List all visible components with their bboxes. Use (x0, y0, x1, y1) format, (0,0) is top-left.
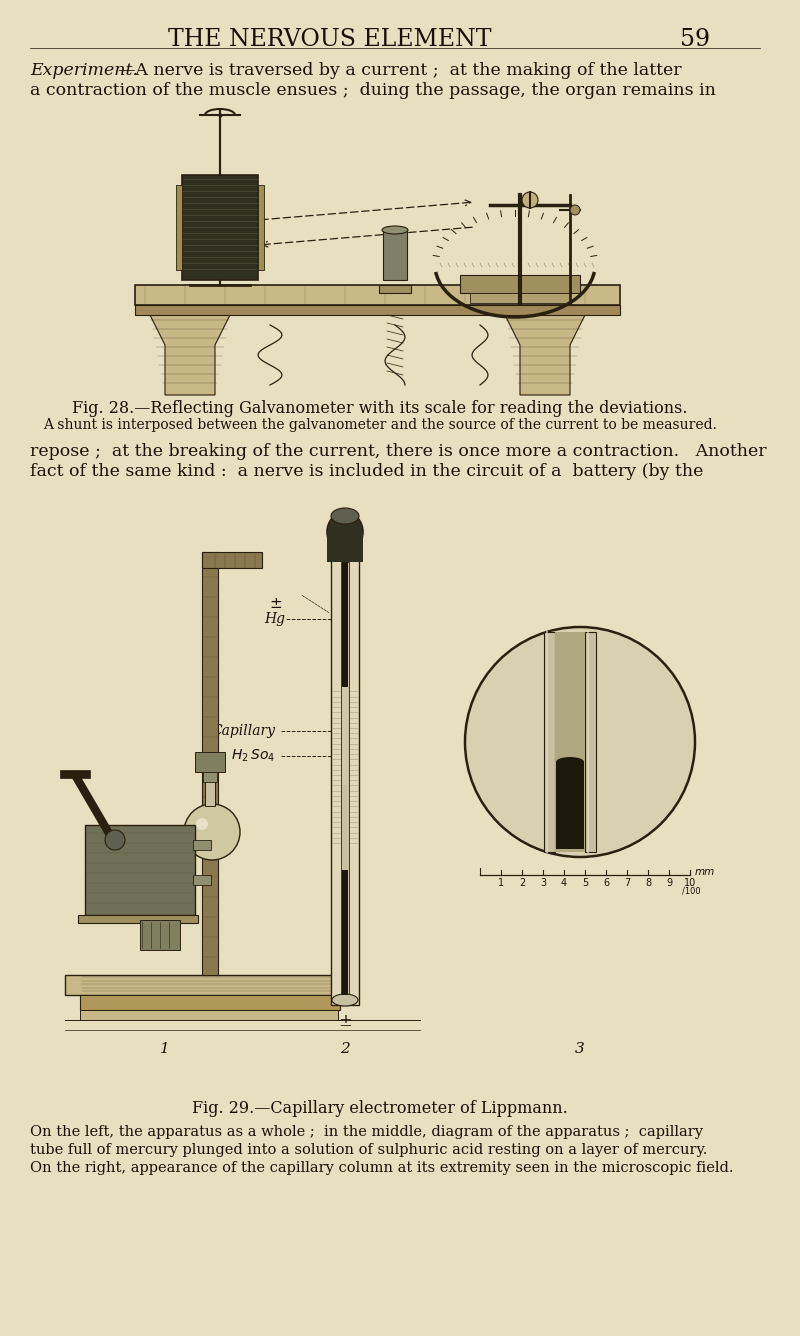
Text: A shunt is interposed between the galvanometer and the source of the current to : A shunt is interposed between the galvan… (43, 418, 717, 432)
Text: 2: 2 (340, 1042, 350, 1055)
Bar (176, 184, 182, 270)
Bar (85, 826, 195, 915)
Circle shape (522, 192, 538, 208)
Ellipse shape (331, 508, 359, 524)
Text: 7: 7 (624, 878, 630, 888)
Text: 10: 10 (684, 878, 696, 888)
Bar (331, 557, 359, 1005)
Text: THE NERVOUS ELEMENT: THE NERVOUS ELEMENT (168, 28, 492, 51)
Bar (341, 562, 349, 1001)
Text: mm: mm (695, 867, 715, 876)
Bar (135, 285, 620, 305)
Text: Experiment.: Experiment. (30, 61, 138, 79)
Ellipse shape (327, 512, 363, 552)
Text: tube full of mercury plunged into a solution of sulphuric acid resting on a laye: tube full of mercury plunged into a solu… (30, 1144, 707, 1157)
Text: repose ;  at the breaking of the current, there is once more a contraction.   An: repose ; at the breaking of the current,… (30, 444, 766, 460)
Text: 3: 3 (540, 878, 546, 888)
Text: ±: ± (270, 596, 282, 612)
Text: —A nerve is traversed by a current ;  at the making of the latter: —A nerve is traversed by a current ; at … (118, 61, 682, 79)
Bar (205, 780, 215, 806)
Text: Fig. 29.—Capillary electrometer of Lippmann.: Fig. 29.—Capillary electrometer of Lippm… (192, 1100, 568, 1117)
Polygon shape (150, 315, 230, 395)
Bar (342, 687, 348, 786)
Bar (135, 305, 620, 315)
Circle shape (570, 204, 580, 215)
Text: 6: 6 (603, 878, 609, 888)
Bar (193, 840, 211, 850)
Circle shape (105, 830, 125, 850)
Text: $H_2\,So_4$: $H_2\,So_4$ (231, 748, 275, 764)
Bar (60, 770, 90, 778)
Text: /100: /100 (682, 887, 701, 896)
Bar (182, 175, 258, 281)
Bar (555, 632, 585, 852)
Text: 8: 8 (645, 878, 651, 888)
Text: 9: 9 (666, 878, 672, 888)
Ellipse shape (556, 758, 584, 767)
Polygon shape (505, 315, 585, 395)
Text: On the right, appearance of the capillary column at its extremity seen in the mi: On the right, appearance of the capillar… (30, 1161, 734, 1174)
Circle shape (196, 818, 208, 830)
Text: ±: ± (338, 1013, 352, 1030)
Bar (460, 275, 580, 293)
Text: 2: 2 (519, 878, 525, 888)
Bar (193, 875, 211, 884)
Bar (202, 552, 218, 975)
Bar (342, 562, 348, 687)
Bar (140, 921, 180, 950)
Bar (342, 870, 348, 995)
Bar (80, 995, 340, 1010)
Circle shape (465, 627, 695, 856)
Text: Hg: Hg (264, 612, 285, 627)
Bar (195, 752, 225, 772)
Text: Capillary: Capillary (211, 724, 275, 737)
Text: a contraction of the muscle ensues ;  duing the passage, the organ remains in: a contraction of the muscle ensues ; dui… (30, 81, 716, 99)
Bar (379, 285, 411, 293)
Ellipse shape (332, 994, 358, 1006)
Bar (80, 1010, 338, 1019)
Text: 59: 59 (680, 28, 710, 51)
Bar (556, 762, 584, 848)
Text: 3: 3 (575, 1042, 585, 1055)
Text: 4: 4 (561, 878, 567, 888)
Text: 1: 1 (160, 1042, 170, 1055)
Bar (383, 230, 407, 281)
Bar (258, 184, 264, 270)
Circle shape (184, 804, 240, 860)
Text: Fig. 28.—Reflecting Galvanometer with its scale for reading the deviations.: Fig. 28.—Reflecting Galvanometer with it… (72, 399, 688, 417)
Bar (585, 632, 596, 852)
Bar (202, 552, 262, 568)
Text: 1: 1 (498, 878, 504, 888)
Bar (78, 915, 198, 923)
Bar (65, 975, 355, 995)
Ellipse shape (382, 226, 408, 234)
Bar (470, 293, 570, 303)
Bar (203, 772, 217, 782)
Bar (327, 532, 363, 562)
Text: On the left, the apparatus as a whole ;  in the middle, diagram of the apparatus: On the left, the apparatus as a whole ; … (30, 1125, 703, 1140)
Text: fact of the same kind :  a nerve is included in the circuit of a  battery (by th: fact of the same kind : a nerve is inclu… (30, 464, 703, 480)
Text: 5: 5 (582, 878, 588, 888)
Bar (544, 632, 555, 852)
